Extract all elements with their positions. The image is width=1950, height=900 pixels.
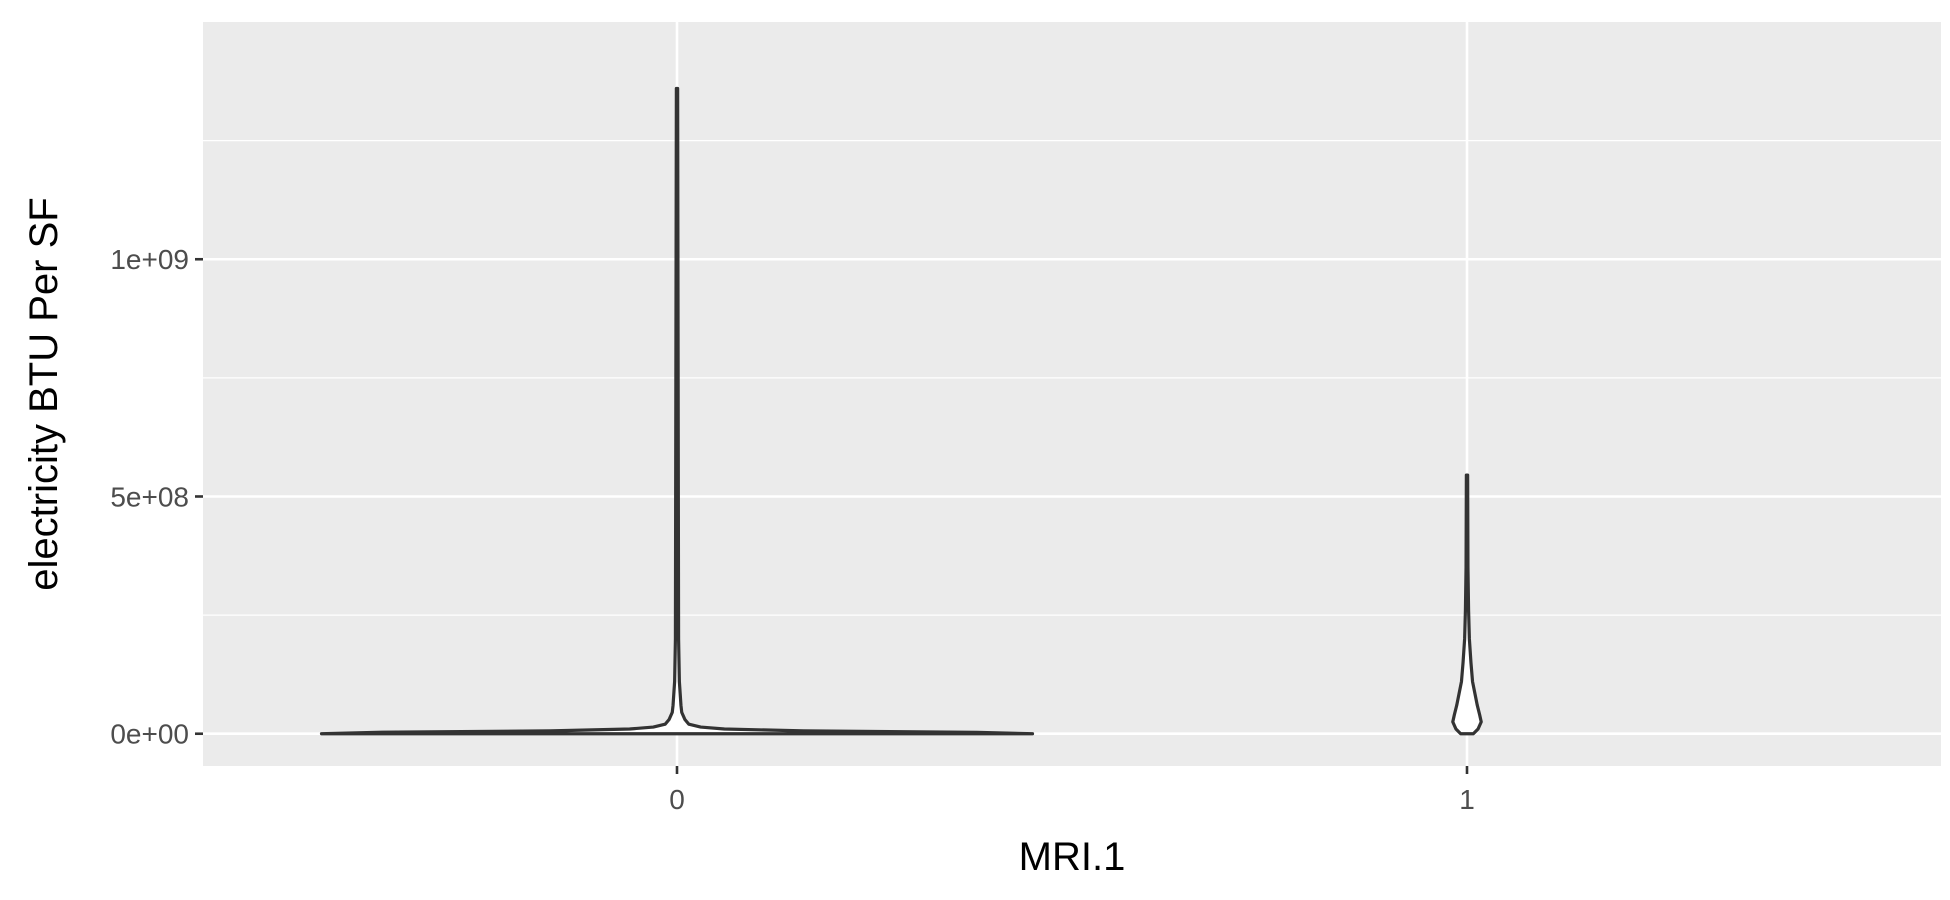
minor-gridlines [203,139,1941,616]
y-tick-label: 1e+09 [110,244,189,275]
y-axis-title: electricity BTU Per SF [22,197,66,590]
x-tick-label: 1 [1459,784,1475,815]
violin-1 [1451,473,1483,736]
y-axis: 0e+00 5e+08 1e+09 [110,244,203,750]
x-tick-label: 0 [669,784,685,815]
violins [319,86,1483,736]
violin-0 [319,86,1035,736]
y-tick-label: 0e+00 [110,719,189,750]
x-axis-title: MRI.1 [1019,835,1126,879]
panel-background [203,22,1941,766]
y-tick-label: 5e+08 [110,481,189,512]
